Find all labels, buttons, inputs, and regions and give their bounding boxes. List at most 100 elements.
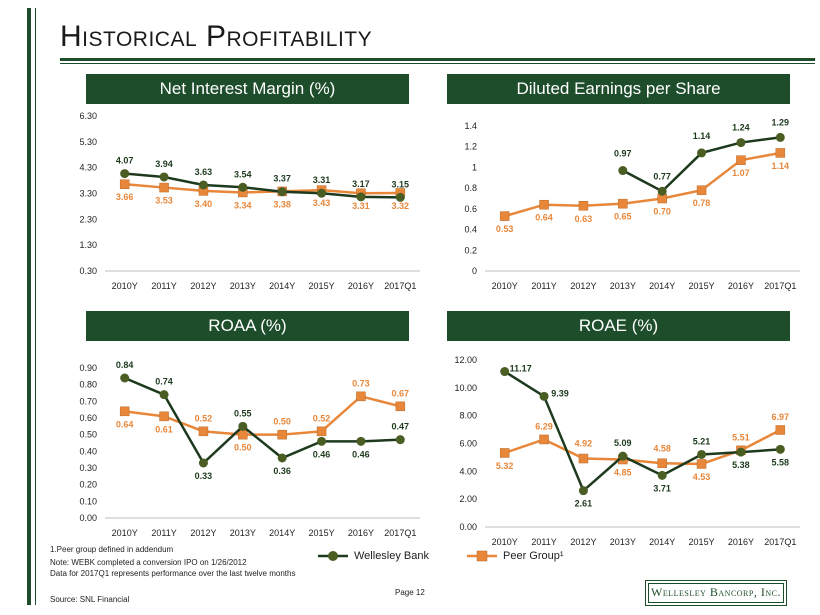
bank-series-line — [124, 376, 401, 465]
peer-point — [618, 198, 628, 209]
bank-data-label: 5.09 — [614, 438, 632, 448]
x-tick-label: 2010Y — [492, 281, 518, 291]
legend-marker-bank — [318, 551, 348, 561]
chart-banner-roaa: ROAA (%) — [86, 311, 409, 341]
y-tick-label: 0.30 — [79, 463, 97, 473]
bank-data-label: 0.46 — [313, 449, 331, 459]
peer-point — [657, 458, 667, 469]
bank-data-label: 1.29 — [772, 117, 790, 127]
bank-data-label: 0.33 — [195, 471, 213, 481]
peer-data-label: 3.34 — [234, 200, 252, 210]
y-tick-label: 1.4 — [464, 121, 477, 131]
x-tick-label: 2014Y — [649, 537, 675, 547]
bank-point — [277, 453, 287, 463]
bank-data-label: 0.46 — [352, 449, 370, 459]
y-tick-label: 6.30 — [79, 111, 97, 121]
peer-data-label: 1.14 — [772, 161, 790, 171]
x-tick-label: 2016Y — [348, 528, 374, 538]
y-tick-label: 5.30 — [79, 137, 97, 147]
x-tick-label: 2014Y — [649, 281, 675, 291]
bank-point — [736, 447, 746, 457]
x-tick-label: 2012Y — [570, 281, 596, 291]
peer-data-label: 3.32 — [392, 201, 410, 211]
x-tick-label: 2016Y — [348, 281, 374, 291]
x-tick-label: 2012Y — [190, 281, 216, 291]
y-tick-label: 0 — [472, 266, 477, 276]
peer-data-label: 3.40 — [195, 199, 213, 209]
x-tick-label: 2011Y — [151, 281, 176, 291]
bank-point — [618, 166, 628, 176]
y-tick-label: 0.6 — [464, 204, 477, 214]
y-tick-label: 0.4 — [464, 225, 477, 235]
bank-data-label: 3.94 — [155, 159, 173, 169]
peer-data-label: 0.65 — [614, 212, 632, 222]
bank-point — [657, 470, 667, 480]
peer-data-label: 3.31 — [352, 201, 370, 211]
peer-point — [499, 448, 510, 458]
peer-point — [119, 406, 130, 417]
peer-data-label: 0.53 — [496, 224, 514, 234]
y-tick-label: 0.00 — [459, 522, 477, 532]
peer-point — [578, 201, 589, 211]
bank-data-label: 9.39 — [551, 388, 569, 398]
peer-data-label: 0.50 — [273, 417, 291, 427]
bank-point — [775, 444, 785, 454]
legend-label-bank: Wellesley Bank — [354, 550, 429, 562]
legend-marker-peer — [467, 550, 497, 562]
y-tick-label: 0.70 — [79, 396, 97, 406]
x-tick-label: 2010Y — [112, 528, 138, 538]
x-tick-label: 2013Y — [610, 537, 636, 547]
title-rule-thin — [60, 63, 815, 64]
page-title: Historical Profitability — [60, 20, 373, 53]
bank-data-label: 0.74 — [155, 377, 173, 387]
bank-point — [277, 187, 287, 197]
title-rule — [60, 58, 815, 61]
source-note: Source: SNL Financial — [50, 595, 130, 604]
y-tick-label: 0.00 — [79, 513, 97, 523]
peer-point — [159, 411, 169, 422]
y-tick-label: 0.40 — [79, 446, 97, 456]
x-tick-label: 2012Y — [570, 537, 596, 547]
y-tick-label: 6.00 — [459, 439, 477, 449]
y-tick-label: 0.50 — [79, 430, 97, 440]
bank-point — [578, 486, 588, 496]
bank-point — [238, 182, 248, 192]
peer-data-label: 6.97 — [772, 412, 790, 422]
bank-data-label: 5.38 — [732, 460, 750, 470]
x-tick-label: 2013Y — [230, 528, 256, 538]
bank-data-label: 1.24 — [732, 123, 750, 133]
legend-item-peer: Peer Group¹ — [467, 550, 564, 562]
peer-data-label: 6.29 — [535, 421, 553, 431]
bank-point — [697, 148, 707, 158]
x-tick-label: 2015Y — [309, 528, 335, 538]
y-tick-label: 8.00 — [459, 411, 477, 421]
x-tick-label: 2010Y — [492, 537, 518, 547]
peer-point — [775, 425, 786, 435]
bank-point — [539, 391, 549, 401]
y-tick-label: 0.10 — [79, 496, 97, 506]
peer-series-line — [504, 151, 781, 218]
y-tick-label: 2.00 — [459, 494, 477, 504]
peer-data-label: 0.78 — [693, 198, 711, 208]
x-tick-label: 2016Y — [728, 537, 754, 547]
footnotes: 1.Peer group defined in addendum Note: W… — [50, 544, 295, 579]
legend-label-peer: Peer Group¹ — [503, 550, 564, 562]
bank-point — [775, 132, 785, 142]
bank-data-label: 0.97 — [614, 149, 632, 159]
peer-data-label: 3.66 — [116, 192, 134, 202]
peer-point — [578, 453, 589, 464]
footnote-peer-group: 1.Peer group defined in addendum — [50, 545, 174, 554]
x-tick-label: 2012Y — [190, 528, 216, 538]
bank-point — [356, 192, 366, 202]
y-tick-label: 1.30 — [79, 240, 97, 250]
peer-point — [159, 182, 169, 193]
footnote-ltm: Data for 2017Q1 represents performance o… — [50, 569, 296, 578]
peer-point — [316, 426, 327, 437]
bank-point — [395, 435, 405, 445]
peer-point — [736, 155, 746, 165]
x-tick-label: 2014Y — [269, 281, 295, 291]
bank-point — [395, 192, 405, 202]
bank-point — [159, 390, 169, 400]
roaa-chart: 0.00 0.10 0.20 0.30 0.40 0.50 0.60 0.70 0.80 0.90… — [79, 360, 420, 538]
peer-data-label: 0.64 — [535, 213, 553, 223]
